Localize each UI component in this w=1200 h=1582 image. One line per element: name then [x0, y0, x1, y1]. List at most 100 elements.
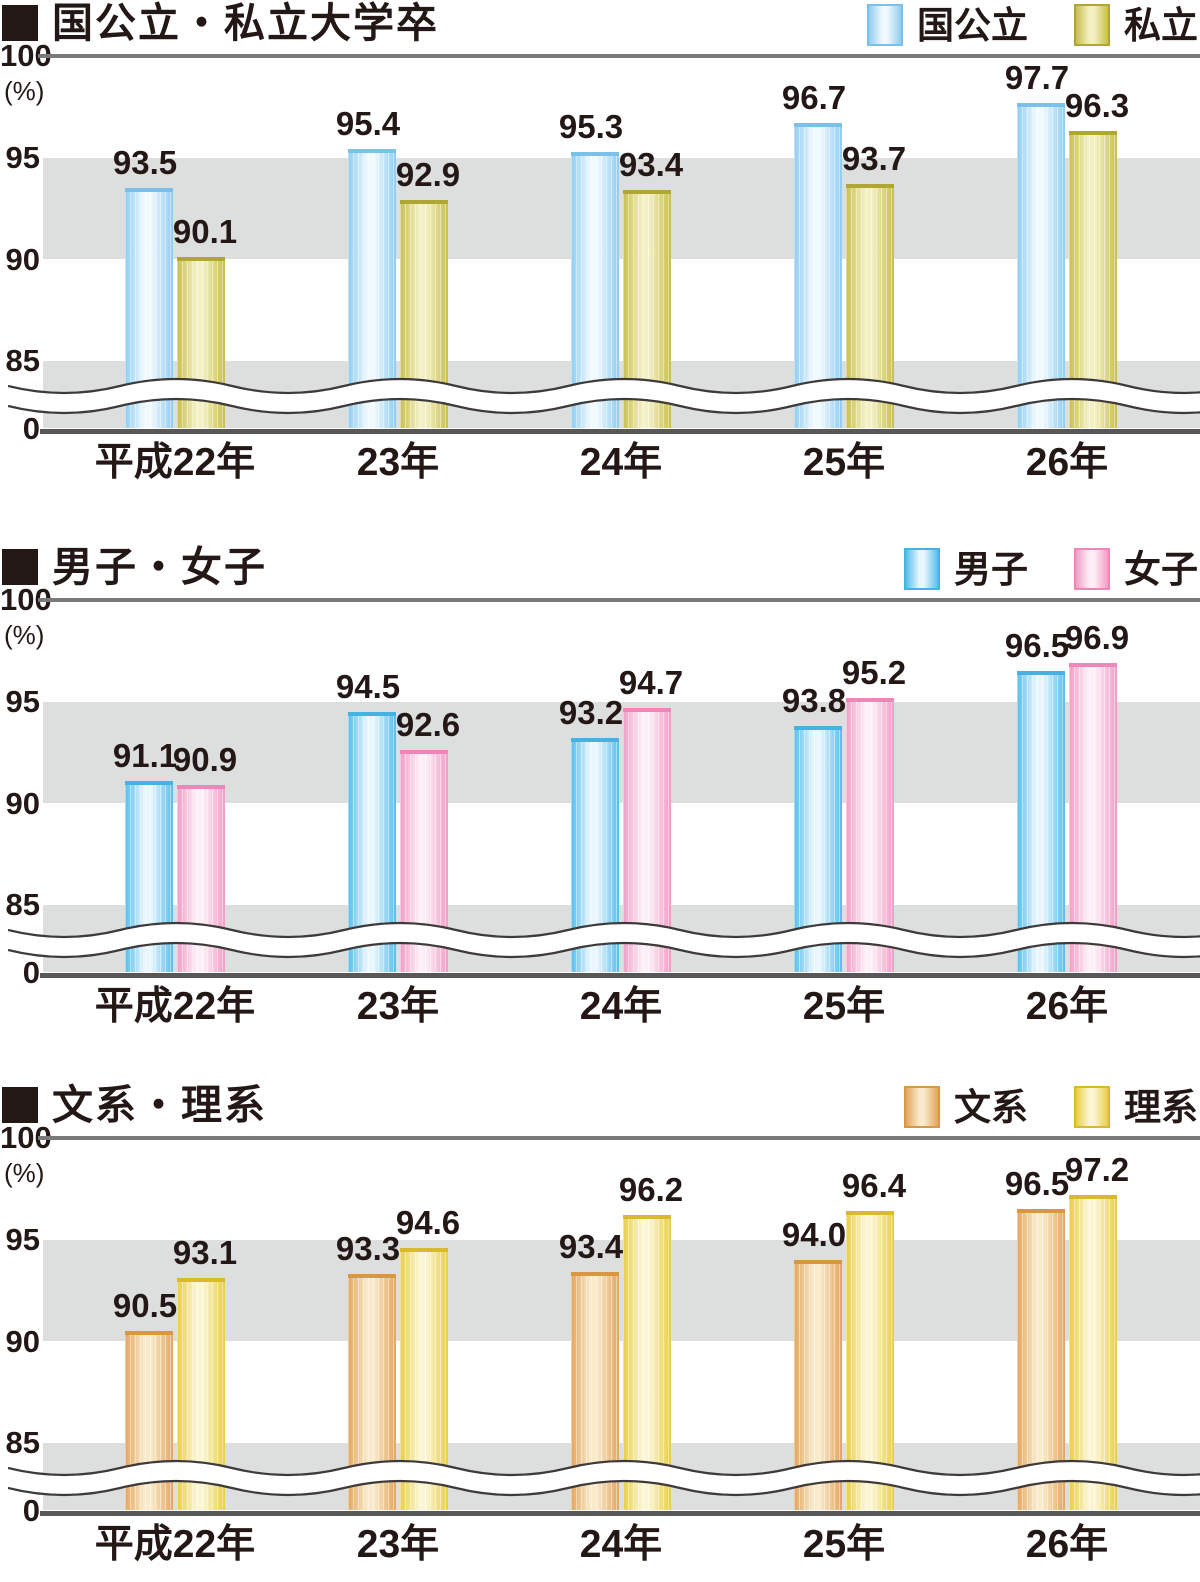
bar-value-label: 93.8 — [781, 681, 847, 719]
plot-area: 平成22年 90.5 93.1 23年 93.3 94.6 24年 93.4 96.2 25年 94… — [8, 1136, 1200, 1564]
x-axis-label: 23年 — [356, 441, 440, 484]
x-axis-line — [40, 972, 1200, 978]
bar-value-label: 96.3 — [1064, 87, 1130, 125]
bar-私立-23年 — [400, 200, 448, 429]
title-bullet-square — [2, 5, 38, 41]
bar-文系-25年 — [794, 1259, 842, 1511]
y-tick-100: 100 — [0, 38, 52, 73]
x-axis-label: 24年 — [579, 441, 663, 484]
chart-title-text: 文系・理系 — [52, 1081, 267, 1128]
x-axis-label: 24年 — [579, 985, 663, 1028]
legend-item-series2: 理系 — [1074, 1086, 1198, 1128]
y-tick-90: 90 — [5, 242, 40, 277]
y-tick-90: 90 — [5, 786, 40, 821]
legend: 男子 女子 — [904, 546, 1198, 592]
bar-value-label: 96.5 — [1004, 1165, 1070, 1203]
legend-item-series2: 女子 — [1074, 548, 1198, 590]
bar-value-label: 96.5 — [1004, 627, 1070, 665]
bar-文系-23年 — [348, 1274, 396, 1511]
gray-band-90-95 — [43, 701, 1200, 804]
bar-value-label: 91.1 — [112, 736, 178, 774]
chart-title: 文系・理系 — [2, 1082, 267, 1128]
y-tick-95: 95 — [5, 1222, 40, 1257]
y-tick-95: 95 — [5, 140, 40, 175]
x-axis-label: 25年 — [802, 1523, 886, 1566]
y-tick-90: 90 — [5, 1324, 40, 1359]
x-axis-label: 平成22年 — [94, 1523, 256, 1566]
bar-value-label: 94.7 — [618, 663, 684, 701]
y-axis-unit: (%) — [4, 1158, 45, 1188]
bar-value-label: 96.2 — [618, 1171, 684, 1209]
bar-value-label: 93.3 — [335, 1230, 401, 1268]
bar-value-label: 93.7 — [841, 140, 907, 178]
legend-item-series1: 文系 — [904, 1086, 1028, 1128]
bar-value-label: 94.6 — [395, 1203, 461, 1241]
gray-band-90-95 — [43, 1239, 1200, 1342]
x-axis-line — [40, 428, 1200, 434]
bar-女子-平成22年 — [177, 784, 225, 973]
chart-title-text: 男子・女子 — [52, 543, 267, 590]
bar-value-label: 95.2 — [841, 653, 907, 691]
x-axis-label: 23年 — [356, 1523, 440, 1566]
chart-section-national-private: 国公立・私立大学卒 国公立 私立 100 (%) 95 90 85 0 平成22… — [0, 0, 1200, 500]
bar-value-label: 92.6 — [395, 706, 461, 744]
chart-section-male-female: 男子・女子 男子 女子 100 (%) 95 90 85 0 平成22年 91.1… — [0, 544, 1200, 1044]
bar-value-label: 95.3 — [558, 107, 624, 145]
plot-area: 平成22年 93.5 90.1 23年 95.4 92.9 24年 95.3 93.4 25年 96… — [8, 54, 1200, 482]
gray-band-90-95 — [43, 157, 1200, 260]
y-axis-unit: (%) — [4, 620, 45, 650]
x-axis-label: 26年 — [1025, 1523, 1109, 1566]
bar-value-label: 90.9 — [172, 740, 238, 778]
y-tick-85: 85 — [5, 343, 40, 378]
bar-私立-24年 — [623, 190, 671, 429]
legend-swatch-series1 — [904, 1086, 940, 1128]
bar-value-label: 90.5 — [112, 1287, 178, 1325]
title-bullet-square — [2, 1087, 38, 1123]
bar-value-label: 92.9 — [395, 156, 461, 194]
bar-女子-26年 — [1069, 662, 1117, 973]
legend-label-series2: 理系 — [1124, 1086, 1198, 1128]
x-axis-label: 25年 — [802, 985, 886, 1028]
bar-文系-26年 — [1017, 1209, 1065, 1511]
y-tick-0: 0 — [22, 955, 40, 990]
legend-swatch-series2 — [1074, 1086, 1110, 1128]
bar-私立-平成22年 — [177, 257, 225, 429]
bar-理系-23年 — [400, 1247, 448, 1511]
bar-国公立-26年 — [1017, 102, 1065, 429]
y-tick-0: 0 — [22, 1493, 40, 1528]
chart-title: 男子・女子 — [2, 544, 267, 590]
legend-item-series1: 男子 — [904, 548, 1028, 590]
x-axis-label: 23年 — [356, 985, 440, 1028]
legend-label-series1: 男子 — [954, 548, 1028, 590]
legend-label-series2: 私立 — [1124, 4, 1198, 46]
legend-item-series2: 私立 — [1074, 4, 1198, 46]
bar-value-label: 97.7 — [1004, 58, 1070, 96]
bar-value-label: 96.4 — [841, 1167, 907, 1205]
x-axis-label: 24年 — [579, 1523, 663, 1566]
bar-value-label: 93.2 — [558, 694, 624, 732]
legend: 国公立 私立 — [867, 2, 1198, 48]
bar-value-label: 93.5 — [112, 144, 178, 182]
chart-title-text: 国公立・私立大学卒 — [52, 0, 439, 46]
y-tick-100: 100 — [0, 582, 52, 617]
legend-label-series1: 文系 — [954, 1086, 1028, 1128]
y-tick-0: 0 — [22, 411, 40, 446]
legend-label-series1: 国公立 — [917, 4, 1028, 46]
bar-男子-25年 — [794, 725, 842, 973]
legend: 文系 理系 — [904, 1084, 1198, 1130]
bar-value-label: 96.9 — [1064, 618, 1130, 656]
gridline-100 — [38, 1136, 1200, 1140]
x-axis-label: 26年 — [1025, 985, 1109, 1028]
y-tick-85: 85 — [5, 1425, 40, 1460]
bar-理系-25年 — [846, 1211, 894, 1511]
bar-国公立-23年 — [348, 149, 396, 429]
legend-swatch-series1 — [867, 4, 903, 46]
bar-私立-25年 — [846, 184, 894, 429]
bar-value-label: 93.1 — [172, 1234, 238, 1272]
chart-title: 国公立・私立大学卒 — [2, 0, 439, 46]
bar-女子-24年 — [623, 707, 671, 973]
y-tick-100: 100 — [0, 1120, 52, 1155]
bar-男子-26年 — [1017, 671, 1065, 973]
x-axis-label: 平成22年 — [94, 985, 256, 1028]
title-bullet-square — [2, 549, 38, 585]
